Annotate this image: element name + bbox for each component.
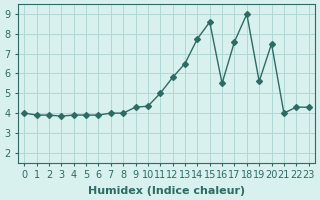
X-axis label: Humidex (Indice chaleur): Humidex (Indice chaleur) <box>88 186 245 196</box>
